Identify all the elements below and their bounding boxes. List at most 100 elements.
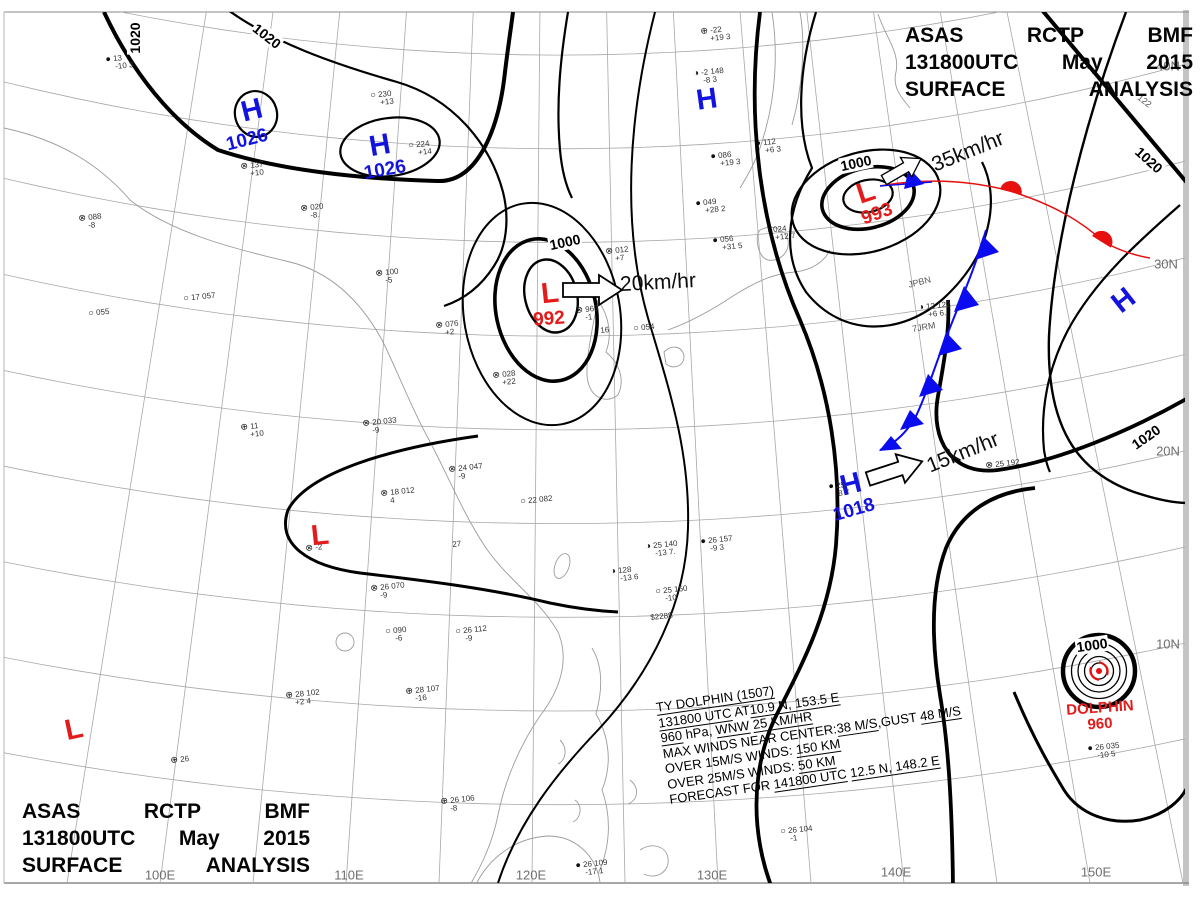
title-line: SURFACE ANALYSIS [22, 852, 310, 879]
station-value: 22 082 [527, 493, 553, 506]
station-value: +22 [501, 376, 517, 387]
station-plot: ⊗ 20 033 -9 [362, 415, 398, 435]
map-border [3, 10, 1189, 886]
station-plot: ⊗ 24 047 -9 [448, 461, 484, 481]
station-plot: ⊗ 020 -8. [300, 202, 325, 221]
title-word: RCTP [143, 800, 202, 823]
station-plot: ○ 26 112 -9 [455, 624, 488, 644]
typhoon-hook [1098, 660, 1109, 676]
movement-speed-label: 15km/hr [923, 427, 1003, 478]
station-plot: ○ 055 [88, 307, 110, 318]
high-center-symbol: H [366, 127, 394, 164]
station-plot: ⊗ 137 +10 [240, 160, 265, 179]
station-value: 16 [599, 325, 610, 335]
isobar [842, 178, 894, 214]
warm-front-pip [1000, 181, 1022, 195]
title-word: SURFACE [905, 78, 1006, 101]
isobar [497, 12, 690, 883]
title-block-bottom-left: ASAS RCTP BMF 131800UTC May 2015 SURFACE ANALYS… [22, 798, 310, 879]
typhoon-hook [1089, 666, 1100, 682]
title-line: 131800UTC May 2015 [22, 825, 310, 852]
isobar [339, 116, 441, 178]
station-value: -2 [314, 542, 323, 552]
title-word: 131800UTC [905, 51, 1019, 74]
coastline-path [639, 845, 669, 877]
station-symbol-icon: ⊗ [984, 459, 994, 470]
grid-line [438, 12, 474, 883]
station-value: +28 2 [704, 203, 726, 215]
movement-speed-label: 20km/hr [619, 269, 697, 296]
coastline-hainan [335, 632, 355, 652]
longitude-label: 110E [334, 867, 364, 883]
station-plot: ◑ 112 +6 3 [755, 136, 782, 155]
station-plot: ⊗ -2 [305, 542, 323, 553]
station-symbol-icon: ○ [632, 322, 640, 333]
station-plot: ⊕ -22 +19 3 [700, 24, 731, 44]
station-value: -17 1 [584, 866, 604, 877]
station-plot: ⊗ 26 070 -9 [370, 580, 406, 600]
station-plot: ● 13 -10 3 [105, 52, 134, 72]
station-value: +2 4 [294, 696, 312, 707]
coastlines [4, 12, 911, 883]
isobar-value-label: 1020 [249, 19, 285, 53]
longitude-label: 130E [696, 867, 728, 883]
station-plot: ⊕ 28 107 -16 [405, 683, 441, 703]
title-word: 131800UTC [22, 827, 136, 850]
station-plot: ○ 054 [633, 322, 655, 333]
longitude-label: 150E [1080, 864, 1112, 880]
station-value: -9 3 [709, 542, 725, 553]
station-value: +13 [379, 96, 395, 107]
station-symbol-icon: ⊗ [304, 542, 314, 553]
station-plot: ⊗ 18 012 4 [380, 485, 416, 505]
coastline-taiwan [553, 553, 571, 579]
movement-arrows [562, 156, 924, 487]
coastline-path [756, 226, 789, 261]
longitude-label: 120E [515, 867, 547, 883]
station-plot: ⊗ 076 +2 [435, 319, 460, 338]
title-word: RCTP [1026, 24, 1085, 47]
grid-line [606, 12, 626, 883]
cold-front-pip [900, 410, 924, 430]
title-word: ANALYSIS [205, 854, 310, 877]
station-plot: ⊗ 088 -8 [78, 212, 103, 231]
cold-front-pip [919, 374, 943, 397]
station-plot: ⊗ 25 192 [985, 457, 1020, 470]
fronts [879, 168, 1151, 451]
station-id-label: 7JRM [911, 320, 937, 334]
isobar [1041, 12, 1185, 184]
station-plot: ○ 25 150 -10 [655, 584, 689, 604]
title-block-top-right: ASAS RCTP BMF 131800UTC May 2015 SURFACE ANALYS… [905, 22, 1193, 103]
title-word: BMF [1147, 24, 1194, 47]
title-line: ASAS RCTP BMF [905, 22, 1193, 49]
station-value: -6 [394, 633, 403, 643]
coastline-path [591, 647, 609, 875]
station-plot: ● 086 +19 3 [710, 149, 741, 169]
movement-arrow-35 [880, 156, 923, 186]
station-plot: ○ 22 082 [520, 494, 553, 506]
latitude-label: 30N [1154, 256, 1178, 272]
center-value-label: 1026 [362, 155, 408, 185]
center-value-label: 992 [532, 307, 566, 331]
station-value: 4 [389, 495, 396, 505]
station-plot: ⊕ 26 106 -8 [440, 793, 476, 813]
title-word: BMF [264, 800, 311, 823]
title-word: ASAS [22, 800, 81, 823]
station-value: -9 [371, 425, 380, 435]
high-center-symbol: H [694, 82, 720, 117]
cold-front-pip [879, 436, 902, 451]
isobar [228, 12, 508, 308]
station-plot: ⊗ 012 +7 [605, 245, 630, 264]
grid-line [159, 12, 274, 883]
station-value: -9 [457, 471, 466, 481]
grid-line [4, 354, 1185, 431]
station-plot: ● 25 8 7 [828, 480, 850, 499]
station-value: -9 [464, 633, 473, 643]
isobar [102, 12, 515, 184]
station-plot: ○ 090 -6 [385, 625, 408, 644]
grid-line [252, 12, 341, 883]
grid-line [4, 546, 1185, 618]
longitude-label: 100E [144, 867, 176, 883]
station-plot: ⊕ 11 +10 [240, 421, 264, 440]
